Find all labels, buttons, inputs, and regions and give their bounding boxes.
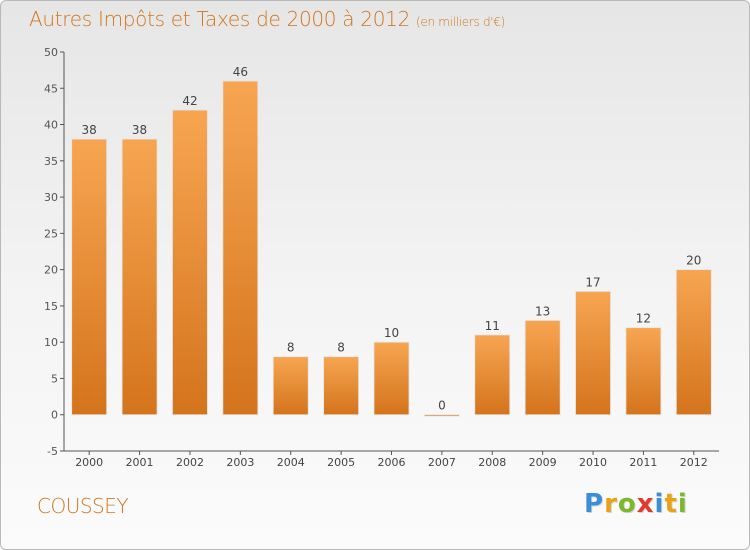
x-tick-label-2006: 2006 — [378, 456, 406, 469]
value-label-2012: 20 — [686, 254, 701, 268]
y-tick-label: 5 — [51, 372, 58, 385]
bar-2004 — [272, 356, 309, 416]
bar-2000 — [71, 138, 108, 416]
y-tick-label: 10 — [44, 336, 58, 349]
x-tick-label-2008: 2008 — [478, 456, 506, 469]
value-label-2010: 17 — [585, 275, 600, 289]
chart-subtitle: (en milliers d'€) — [416, 15, 506, 29]
y-tick-label: -5 — [47, 445, 58, 458]
y-tick-label: 35 — [44, 155, 58, 168]
y-tick-label: 30 — [44, 191, 58, 204]
logo-letter: t — [664, 489, 678, 519]
value-label-2001: 38 — [132, 123, 147, 137]
logo-letter: x — [636, 489, 655, 519]
x-tick-label-2004: 2004 — [277, 456, 305, 469]
x-tick-label-2007: 2007 — [428, 456, 456, 469]
bar-2011 — [625, 327, 662, 416]
y-tick-label: 25 — [44, 227, 58, 240]
bar-2009 — [524, 320, 561, 416]
bar-2001 — [121, 138, 158, 416]
y-tick-label: 40 — [44, 119, 58, 132]
value-label-2008: 11 — [485, 319, 500, 333]
value-label-2009: 13 — [535, 304, 550, 318]
value-label-2003: 46 — [233, 65, 248, 79]
bar-2010 — [575, 290, 611, 416]
y-tick-label: 50 — [44, 46, 58, 59]
value-label-2000: 38 — [82, 123, 97, 137]
x-tick-label-2005: 2005 — [327, 456, 355, 469]
bar-2012 — [675, 269, 712, 416]
bar-2002 — [172, 109, 208, 416]
logo-letter: r — [604, 489, 618, 519]
x-tick-label-2011: 2011 — [629, 456, 657, 469]
logo-letter: i — [677, 489, 688, 519]
value-label-2005: 8 — [337, 341, 345, 355]
value-label-2004: 8 — [287, 341, 295, 355]
y-tick-label: 0 — [51, 409, 58, 422]
logo-letter: P — [584, 489, 605, 519]
value-label-2011: 12 — [636, 312, 651, 326]
bar-2003 — [222, 80, 259, 416]
bar-2005 — [323, 356, 360, 416]
proxiti-logo: Proxiti — [584, 489, 688, 519]
x-tick-label-2000: 2000 — [75, 456, 103, 469]
logo-letter: i — [654, 489, 665, 519]
value-label-2007: 0 — [438, 399, 446, 413]
chart-title-text: Autres Impôts et Taxes de 2000 à 2012 — [29, 7, 410, 31]
x-tick-label-2001: 2001 — [126, 456, 154, 469]
value-label-2006: 10 — [384, 326, 399, 340]
bar-2006 — [373, 341, 410, 416]
x-tick-label-2010: 2010 — [579, 456, 607, 469]
bar-2008 — [474, 334, 511, 416]
chart-title: Autres Impôts et Taxes de 2000 à 2012 (en… — [29, 7, 505, 31]
value-label-2002: 42 — [182, 94, 197, 108]
x-tick-label-2002: 2002 — [176, 456, 204, 469]
logo-letter: o — [617, 489, 637, 519]
bar-2007 — [423, 414, 460, 417]
y-tick-label: 45 — [44, 82, 58, 95]
x-tick-label-2009: 2009 — [529, 456, 557, 469]
y-tick-label: 15 — [44, 300, 58, 313]
x-tick-label-2003: 2003 — [226, 456, 254, 469]
x-tick-label-2012: 2012 — [680, 456, 708, 469]
commune-name: COUSSEY — [37, 494, 129, 518]
y-tick-label: 20 — [44, 264, 58, 277]
